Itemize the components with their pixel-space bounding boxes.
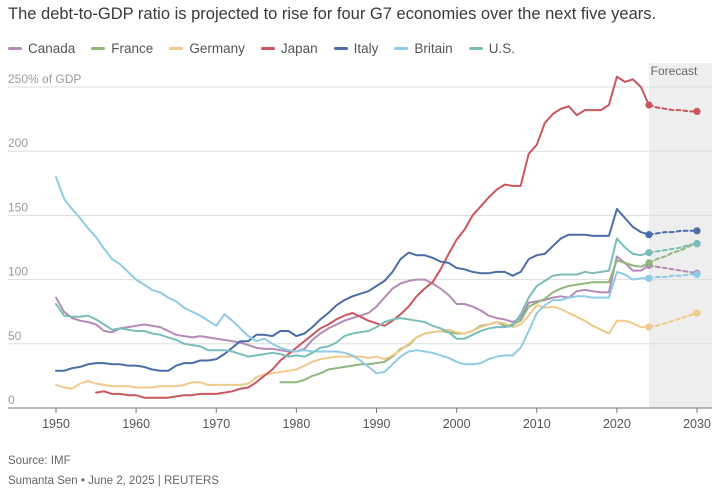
x-tick-label-2010: 2010 — [523, 417, 551, 431]
series-line-germany — [55, 304, 650, 390]
legend-swatch-japan — [260, 47, 275, 50]
legend-label-japan: Japan — [280, 41, 318, 56]
point-germany-2024 — [645, 323, 653, 331]
y-tick-label-250: 250% of GDP — [8, 72, 81, 86]
series-line-canada — [55, 255, 650, 353]
legend-swatch-britain — [394, 47, 409, 50]
series-forecast-u-s — [647, 242, 698, 254]
legend-swatch-france — [91, 47, 106, 50]
x-tick-label-1960: 1960 — [122, 417, 150, 431]
series-forecast-japan — [647, 104, 698, 113]
legend-label-canada: Canada — [28, 41, 76, 56]
legend-item-britain: Britain — [394, 41, 453, 56]
legend-item-germany: Germany — [169, 41, 245, 56]
legend-swatch-italy — [333, 47, 348, 50]
x-tick-label-1980: 1980 — [282, 417, 310, 431]
legend-label-france: France — [111, 41, 154, 56]
series-line-japan — [95, 75, 650, 399]
legend-swatch-canada — [8, 47, 22, 50]
point-u-s-2024 — [645, 249, 653, 257]
legend-label-britain: Britain — [414, 41, 453, 56]
source-note: Source: IMF — [8, 455, 71, 467]
x-tick-label-1970: 1970 — [202, 417, 230, 431]
y-tick-label-150: 150 — [8, 200, 28, 214]
y-tick-label-0: 0 — [8, 393, 15, 407]
legend-swatch-u-s — [468, 47, 483, 50]
x-tick-label-2000: 2000 — [443, 417, 471, 431]
forecast-band — [648, 63, 712, 408]
series-line-u-s — [55, 237, 650, 358]
point-u-s-2030 — [693, 240, 701, 248]
point-britain-2024 — [645, 274, 653, 282]
chart-title: The debt-to-GDP ratio is projected to ri… — [8, 5, 657, 23]
legend-label-italy: Italy — [353, 41, 379, 56]
point-japan-2030 — [693, 107, 701, 115]
y-tick-label-100: 100 — [8, 265, 28, 279]
series-forecast-canada — [647, 264, 698, 275]
legend-label-germany: Germany — [189, 41, 245, 56]
point-germany-2030 — [693, 309, 701, 317]
legend-swatch-germany — [169, 47, 184, 50]
series-forecast-britain — [647, 273, 698, 280]
legend-item-u-s: U.S. — [468, 41, 515, 56]
x-tick-label-2030: 2030 — [683, 417, 711, 431]
point-italy-2030 — [693, 227, 701, 235]
series-forecast-germany — [647, 312, 698, 329]
x-tick-label-1990: 1990 — [363, 417, 391, 431]
series-line-italy — [55, 208, 650, 372]
forecast-label: Forecast — [651, 64, 698, 78]
series-line-britain — [55, 175, 650, 375]
legend-item-japan: Japan — [260, 41, 318, 56]
y-tick-label-50: 50 — [8, 329, 22, 343]
series-forecast-italy — [647, 229, 698, 236]
credit-line: Sumanta Sen • June 2, 2025 | REUTERS — [8, 475, 219, 487]
legend-label-u-s: U.S. — [488, 41, 515, 56]
point-france-2024 — [645, 259, 653, 267]
legend-item-italy: Italy — [333, 41, 379, 56]
legend-item-france: France — [91, 41, 153, 56]
y-tick-label-200: 200 — [8, 136, 28, 150]
chart-legend: Canada France Germany Japan Italy Britain U.S. — [8, 41, 515, 56]
series-forecast-france — [647, 242, 698, 264]
point-japan-2024 — [645, 101, 653, 109]
x-tick-label-2020: 2020 — [603, 417, 631, 431]
legend-item-canada: Canada — [8, 41, 75, 56]
x-tick-label-1950: 1950 — [42, 417, 70, 431]
point-italy-2024 — [645, 231, 653, 239]
point-britain-2030 — [693, 270, 701, 279]
